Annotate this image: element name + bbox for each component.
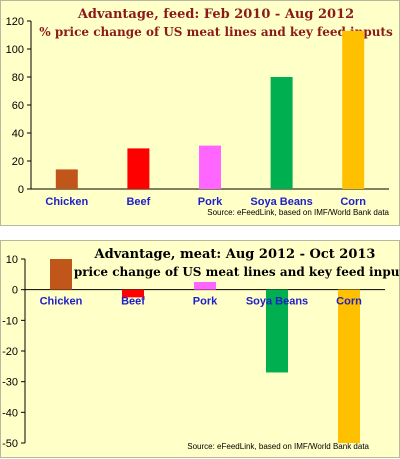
y-tick-label: 120 [6, 16, 24, 28]
category-label: Soya Beans [250, 196, 312, 208]
bar-pork [199, 145, 221, 189]
category-label: Corn [340, 196, 366, 208]
meat-advantage-chart: Advantage, meat: Aug 2012 - Oct 2013 % p… [2, 247, 400, 451]
category-label: Pork [198, 196, 223, 208]
bar-pork [194, 282, 216, 290]
bar-soya-beans [266, 289, 288, 373]
category-label: Chicken [45, 196, 88, 208]
y-tick-label: -20 [2, 346, 18, 358]
chart-title: Advantage, feed: Feb 2010 - Aug 2012 [77, 7, 354, 22]
y-tick-label: 80 [12, 72, 24, 84]
y-tick-label: -40 [2, 407, 18, 419]
bar-beef [127, 148, 150, 189]
y-tick-label: 40 [12, 128, 24, 140]
chart-source: Source: eFeedLink, based on IMF/World Ba… [187, 442, 369, 451]
chart-title: Advantage, meat: Aug 2012 - Oct 2013 [94, 247, 376, 262]
chart-subtitle: % price change of US meat lines and key … [58, 265, 400, 279]
category-label: Pork [193, 296, 218, 308]
chart-panel-feed: Advantage, feed: Feb 2010 - Aug 2012 % p… [0, 0, 400, 226]
category-label: Corn [336, 296, 362, 308]
y-tick-label: 100 [6, 44, 24, 56]
bar-chicken [55, 169, 78, 189]
feed-advantage-chart: Advantage, feed: Feb 2010 - Aug 2012 % p… [6, 7, 393, 217]
y-tick-label: 10 [6, 254, 18, 266]
chart-panel-meat: Advantage, meat: Aug 2012 - Oct 2013 % p… [0, 240, 400, 458]
y-tick-label: -10 [2, 315, 18, 327]
category-label: Beef [126, 196, 150, 208]
y-tick-label: 0 [18, 184, 24, 196]
y-tick-label: -50 [2, 438, 18, 450]
y-tick-label: -30 [2, 377, 18, 389]
bar-corn [342, 30, 365, 189]
bar-soya-beans [270, 77, 293, 189]
bar-corn [338, 289, 360, 443]
category-label: Soya Beans [246, 296, 308, 308]
y-tick-label: 0 [12, 285, 18, 297]
chart-source: Source: eFeedLink, based on IMF/World Ba… [207, 208, 389, 217]
category-label: Chicken [40, 296, 83, 308]
y-tick-label: 60 [12, 100, 24, 112]
bar-beef [122, 289, 144, 298]
chart-subtitle: % price change of US meat lines and key … [39, 25, 393, 39]
category-label: Beef [121, 296, 145, 308]
bar-chicken [50, 259, 72, 290]
y-tick-label: 20 [12, 156, 24, 168]
